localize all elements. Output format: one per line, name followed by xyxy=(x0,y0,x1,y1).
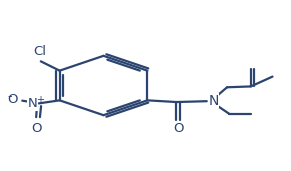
Text: Cl: Cl xyxy=(33,45,46,58)
Text: O: O xyxy=(8,93,18,106)
Text: O: O xyxy=(31,122,41,135)
Text: N: N xyxy=(28,97,38,110)
Text: +: + xyxy=(36,95,44,105)
Text: N: N xyxy=(208,94,219,108)
Text: -: - xyxy=(8,90,12,103)
Text: O: O xyxy=(173,122,183,135)
